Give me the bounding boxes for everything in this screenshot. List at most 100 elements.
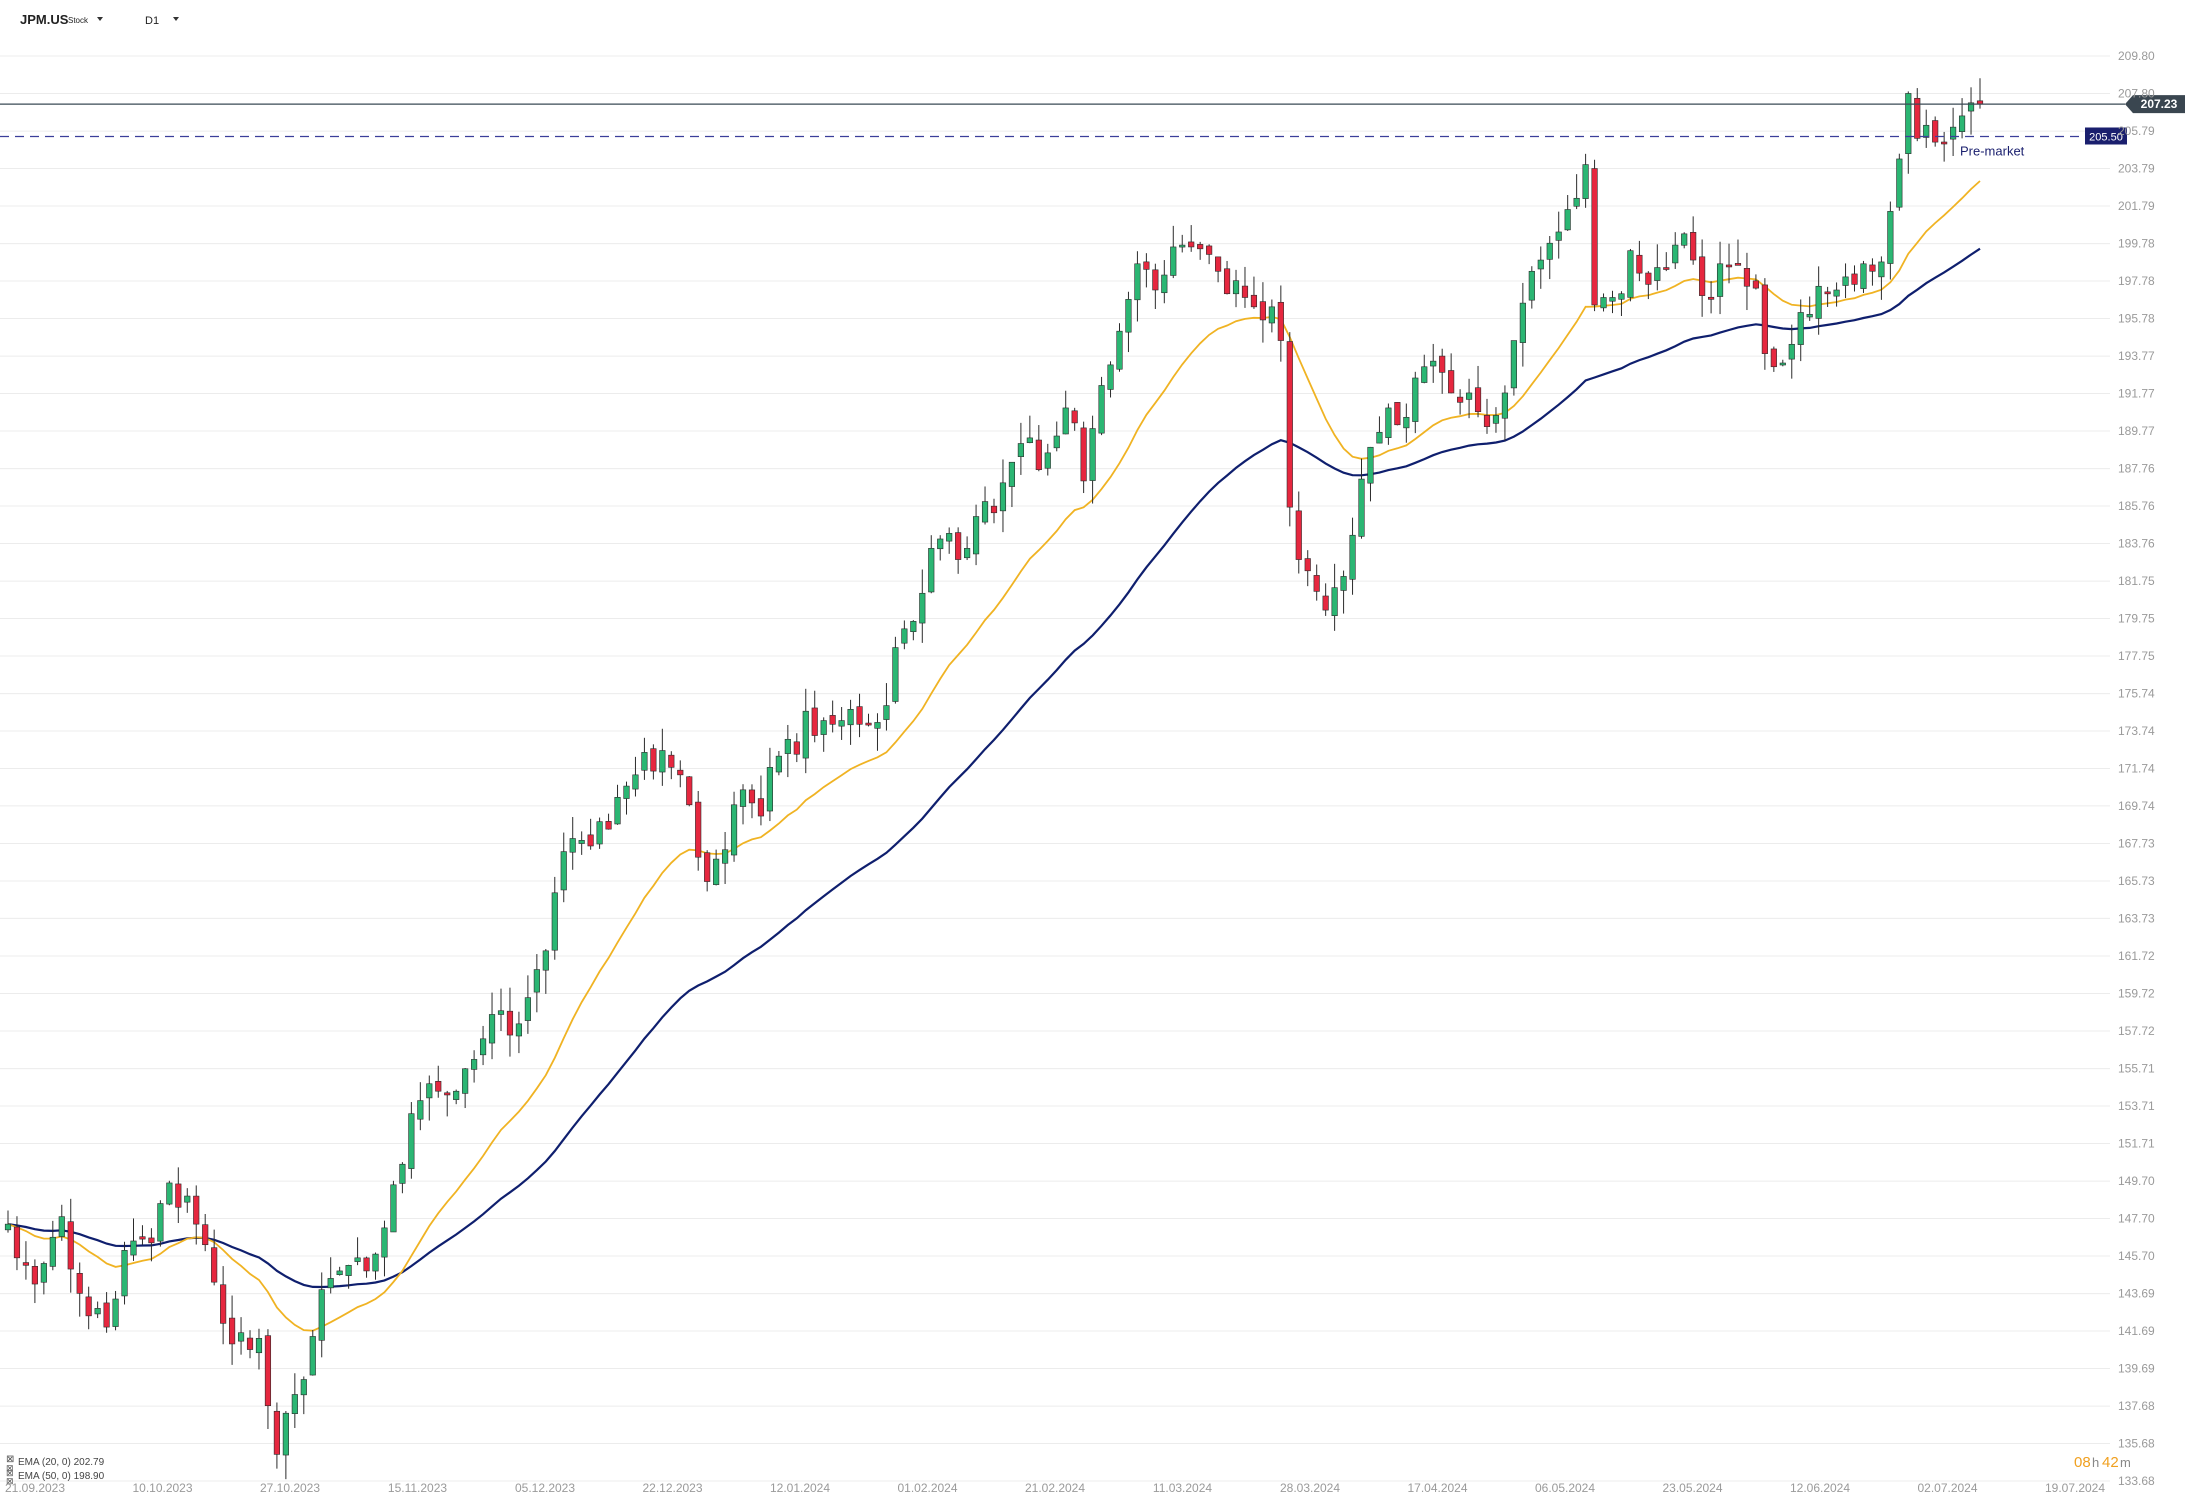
chevron-down-icon[interactable] [173,17,179,21]
candle-up [1967,102,1975,112]
hide-icon[interactable]: ⊠ [6,1476,14,1486]
candle-up [910,621,917,633]
candle-down [1770,348,1777,368]
candle-up [1716,263,1724,297]
candle-up [166,1182,173,1205]
candle-down [211,1247,218,1283]
candle-up [596,821,603,845]
candle-up [919,592,926,624]
candle-down [139,1236,146,1240]
candle-up [937,538,944,550]
candle-up [49,1236,56,1267]
candle-up [551,892,558,951]
y-tick-label: 169.74 [2118,799,2155,813]
candle-countdown: 08 h 42 m [2074,1454,2131,1471]
candle-up [1618,293,1625,300]
time-axis[interactable]: 21.09.2023 10.10.2023 27.10.2023 15.11.2023… [5,1481,2105,1495]
candle-up [1564,209,1571,231]
x-tick-label: 01.02.2024 [897,1481,957,1495]
candle-up [381,1227,388,1258]
candle-up [1026,437,1033,444]
candle-up [1654,267,1661,281]
y-tick-label: 161.72 [2118,949,2155,963]
candle-down [686,776,693,806]
candle-down [1277,301,1284,341]
indicator-label: EMA (20, 0) 202.79 [18,1457,105,1468]
candle-up [354,1257,361,1262]
grid-lines [0,55,2110,1482]
candle-up [1797,312,1804,345]
candle-up [479,1038,487,1056]
interval-label[interactable]: D1 [145,15,159,27]
y-tick-label: 187.76 [2118,462,2155,476]
y-tick-label: 141.69 [2118,1324,2155,1338]
candle-down [246,1337,254,1350]
candle-up [1403,416,1410,429]
candle-up [1878,261,1885,278]
candle-up [847,709,854,726]
candle-up [345,1265,352,1276]
y-tick-label: 145.70 [2118,1249,2155,1263]
candle-down [1080,427,1087,482]
candle-down [1295,510,1302,560]
candle-up [1519,302,1526,343]
candle-up [497,1010,505,1015]
y-tick-label: 191.77 [2118,387,2155,401]
candle-up [1510,340,1517,389]
candle-up [237,1332,245,1342]
close-icon[interactable]: ⊠ [6,1468,14,1478]
candle-down [1188,241,1195,248]
candle-up [1161,274,1168,294]
x-tick-label: 12.01.2024 [770,1481,830,1495]
candle-down [1474,387,1482,412]
candle-down [273,1410,280,1455]
candle-down [1071,410,1078,424]
y-tick-label: 163.73 [2118,911,2155,925]
candle-down [1941,141,1948,145]
candle-down [1743,268,1751,287]
y-tick-label: 205.79 [2118,124,2155,138]
candle-up [1017,443,1024,457]
hide-icon[interactable]: ⊠ [6,1463,14,1473]
close-icon[interactable]: ⊠ [6,1454,14,1465]
candle-down [757,798,765,817]
candle-down [1645,272,1652,285]
candle-down [865,722,872,726]
candle-up [1376,431,1383,444]
candle-up [1627,250,1634,298]
candle-up [739,789,747,807]
candle-down [1636,254,1643,274]
x-tick-label: 21.09.2023 [5,1481,65,1495]
y-tick-label: 193.77 [2118,349,2155,363]
chevron-down-icon[interactable] [97,17,103,21]
candle-down [1932,120,1939,143]
countdown-hours: 08 [2074,1454,2091,1471]
indicator-ema50[interactable]: ⊠ ⊠ EMA (50, 0) 198.90 [6,1468,105,1486]
candle-down [1250,294,1258,308]
candle-down [1483,415,1491,427]
candle-down [506,1010,514,1036]
y-tick-label: 177.75 [2118,649,2155,663]
candle-up [130,1240,137,1256]
candle-down [1439,355,1446,373]
candle-up [820,720,827,735]
candle-up [999,482,1007,512]
price-axis[interactable]: 209.80 207.80 205.79 203.79 201.79 199.78 197.… [2118,49,2155,1488]
indicator-ema20[interactable]: ⊠ ⊠ EMA (20, 0) 202.79 [6,1454,105,1473]
symbol-label[interactable]: JPM.US [20,12,69,27]
candle-down [1259,301,1266,321]
x-tick-label: 10.10.2023 [132,1481,192,1495]
candle-up [1116,330,1123,370]
candle-up [488,1014,496,1044]
y-tick-label: 167.73 [2118,837,2155,851]
y-tick-label: 199.78 [2118,237,2155,251]
candle-up [1537,259,1544,270]
candle-up [515,1023,523,1037]
candle-up [1923,124,1930,138]
x-tick-label: 15.11.2023 [388,1481,447,1495]
candle-up [972,516,980,555]
candle-up [1170,246,1177,276]
candle-up [40,1263,47,1283]
candle-up [883,705,890,720]
